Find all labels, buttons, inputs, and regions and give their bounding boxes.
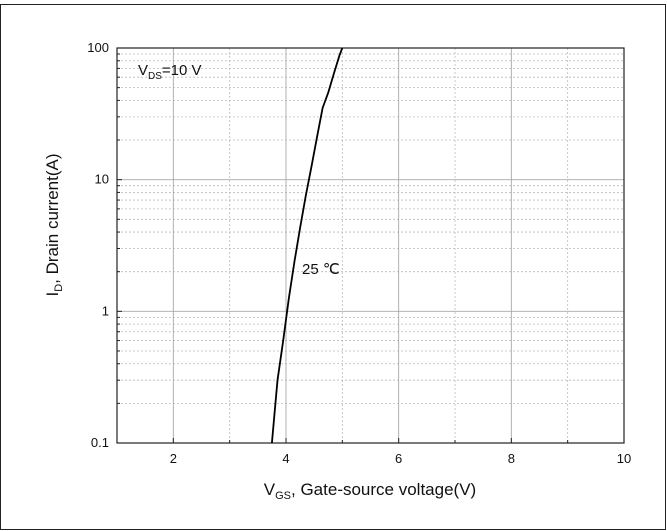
series-label: 25 ℃ [302, 261, 340, 278]
y-tick-label: 10 [95, 172, 109, 187]
y-axis-label-rest: , Drain current(A) [43, 153, 62, 283]
y-axis-label: ID, Drain current(A) [43, 153, 65, 296]
y-axis-label-sub: D [53, 284, 65, 292]
condition-label-main: V [138, 62, 148, 79]
x-axis-label-sub: GS [275, 490, 291, 502]
plot-border [116, 47, 625, 444]
x-tick-label: 10 [617, 451, 631, 466]
y-tick-label: 0.1 [91, 435, 109, 450]
condition-label-rest: =10 V [162, 62, 202, 79]
x-axis-label: VGS, Gate-source voltage(V) [264, 480, 476, 502]
x-tick-label: 2 [170, 451, 177, 466]
condition-label-sub: DS [148, 71, 162, 82]
y-ticks: 0.1 1 10 100 [87, 40, 122, 450]
major-grid [117, 48, 624, 443]
y-axis-label-main: I [43, 292, 62, 297]
x-tick-label: 8 [508, 451, 515, 466]
x-axis-label-rest: , Gate-source voltage(V) [291, 480, 476, 499]
series-line-0 [271, 47, 344, 444]
series-layer [271, 47, 344, 444]
outer-frame [0, 4, 666, 530]
x-axis-label-main: V [264, 480, 276, 499]
condition-label: VDS=10 V [138, 62, 202, 82]
y-tick-label: 100 [87, 40, 109, 55]
x-tick-label: 4 [282, 451, 289, 466]
x-tick-label: 6 [395, 451, 402, 466]
y-tick-label: 1 [102, 303, 109, 318]
x-ticks: 2 4 6 8 10 [116, 438, 631, 466]
